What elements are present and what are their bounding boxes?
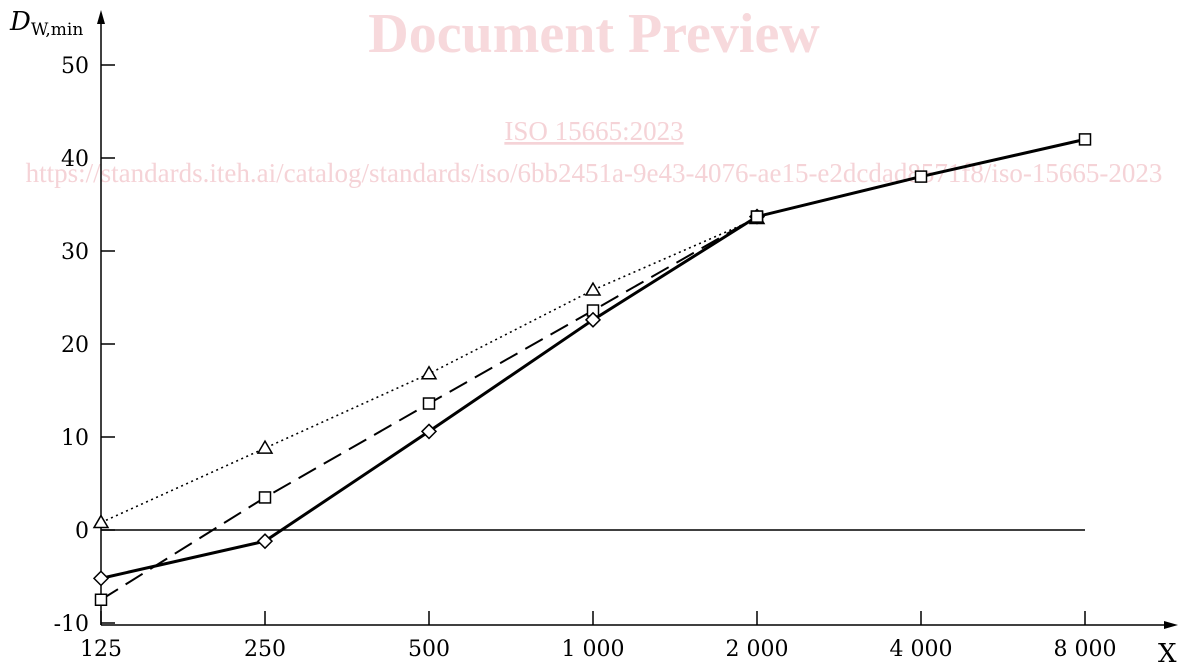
y-axis-arrow: [97, 10, 105, 24]
x-tick-label: 8 000: [1054, 637, 1117, 662]
y-tick-label: 10: [61, 426, 89, 451]
data-point-diamond: [92, 570, 110, 587]
data-point-triangle: [256, 439, 274, 454]
y-axis-title-sub: W,min: [31, 20, 83, 40]
data-point-triangle: [584, 281, 602, 296]
y-axis-title-main: D: [9, 7, 31, 37]
x-tick-label: 1 000: [562, 637, 625, 662]
x-tick-label: 500: [408, 637, 450, 662]
x-tick-label: 2 000: [726, 637, 789, 662]
x-tick-label: 4 000: [890, 637, 953, 662]
y-axis-title: DW,min: [9, 7, 83, 40]
y-tick-label: 20: [61, 333, 89, 358]
data-point-diamond: [584, 311, 602, 328]
watermark-standard: ISO 15665:2023: [504, 116, 683, 146]
data-point-square: [750, 210, 764, 223]
y-tick-label: 50: [61, 54, 89, 79]
data-point-square: [258, 491, 272, 504]
x-axis-title: X: [1158, 639, 1177, 665]
data-point-diamond: [256, 533, 274, 550]
watermark-title: Document Preview: [368, 3, 820, 65]
watermark-url: https://standards.iteh.ai/catalog/standa…: [26, 158, 1163, 188]
data-point-triangle: [420, 365, 438, 380]
x-tick-label: 125: [80, 637, 122, 662]
y-tick-label: 40: [61, 147, 89, 172]
y-tick-label: 30: [61, 240, 89, 265]
data-point-diamond: [420, 423, 438, 440]
data-point-triangle: [92, 514, 110, 529]
data-point-square: [422, 397, 436, 410]
data-point-square: [94, 593, 108, 606]
y-tick-label: 0: [75, 519, 89, 544]
x-tick-label: 250: [244, 637, 286, 662]
x-axis-arrow: [1164, 621, 1178, 629]
data-point-square: [914, 170, 928, 183]
y-tick-label: -10: [54, 612, 89, 637]
data-point-square: [1078, 133, 1092, 146]
